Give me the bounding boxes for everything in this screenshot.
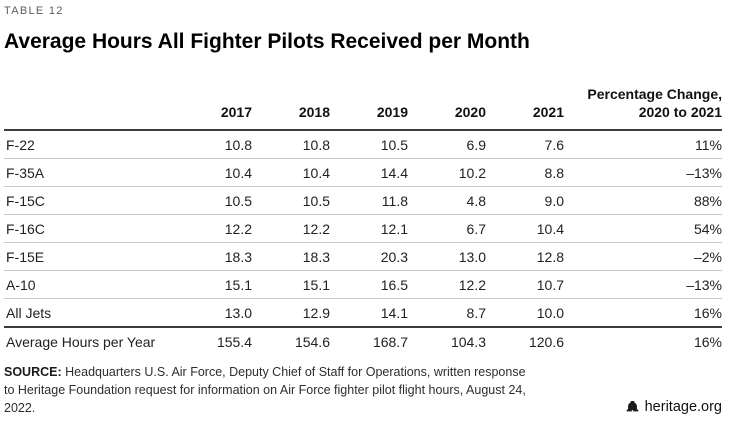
table-body: F-22 10.8 10.8 10.5 6.9 7.6 11% F-35A 10.4 10.4 14… [4,130,722,355]
cell-value: 10.4 [224,164,252,181]
cell-pct-change: –2% [693,248,722,265]
cell-value: 155.4 [216,333,252,350]
cell-value: 13.0 [458,248,486,265]
liberty-bell-icon [625,400,640,415]
table-row: F-15E 18.3 18.3 20.3 13.0 12.8 –2% [4,242,722,271]
column-header-2019: 2019 [376,104,408,121]
table-row: F-16C 12.2 12.2 12.1 6.7 10.4 54% [4,214,722,243]
cell-value: 10.8 [224,136,252,153]
page-title: Average Hours All Fighter Pilots Receive… [4,30,530,53]
table-row: All Jets 13.0 12.9 14.1 8.7 10.0 16% [4,298,722,327]
cell-value: 10.2 [458,164,486,181]
table-row: F-22 10.8 10.8 10.5 6.9 7.6 11% [4,130,722,159]
table-row-total: Average Hours per Year 155.4 154.6 168.7 104… [4,327,722,355]
source-note: SOURCE: Headquarters U.S. Air Force, Dep… [4,363,532,417]
cell-value: 16.5 [380,276,408,293]
cell-value: 10.0 [536,304,564,321]
cell-pct-change: –13% [686,164,722,181]
row-label: F-15C [6,192,45,209]
cell-value: 120.6 [528,333,564,350]
cell-value: 4.8 [466,192,486,209]
cell-value: 12.2 [224,220,252,237]
cell-value: 168.7 [372,333,408,350]
cell-value: 12.2 [458,276,486,293]
cell-value: 12.8 [536,248,564,265]
row-label: F-22 [6,136,35,153]
cell-value: 10.4 [536,220,564,237]
cell-value: 6.7 [466,220,486,237]
row-label: F-16C [6,220,45,237]
cell-value: 8.8 [544,164,564,181]
cell-value: 7.6 [544,136,564,153]
cell-value: 14.1 [380,304,408,321]
cell-value: 11.8 [381,192,408,209]
cell-value: 10.8 [302,136,330,153]
cell-value: 104.3 [450,333,486,350]
cell-pct-change: 88% [693,192,722,209]
table-row: A-10 15.1 15.1 16.5 12.2 10.7 –13% [4,270,722,299]
header-row: 2017 2018 2019 2020 2021 Percentage Chan… [4,85,722,130]
source-text: Headquarters U.S. Air Force, Deputy Chie… [4,364,526,415]
cell-value: 10.4 [302,164,330,181]
cell-value: 14.4 [380,164,408,181]
row-label: F-35A [6,164,45,181]
cell-value: 15.1 [224,276,252,293]
cell-value: 15.1 [302,276,330,293]
cell-pct-change: –13% [686,276,722,293]
row-label: Average Hours per Year [6,333,156,350]
data-table: 2017 2018 2019 2020 2021 Percentage Chan… [4,85,722,354]
cell-value: 8.7 [466,304,486,321]
source-label: SOURCE: [4,364,62,379]
cell-value: 6.9 [466,136,486,153]
cell-value: 10.5 [224,192,252,209]
cell-value: 10.5 [380,136,408,153]
brand-text: heritage.org [644,399,722,415]
cell-value: 10.7 [536,276,564,293]
heritage-brand: heritage.org [625,399,722,415]
row-label: All Jets [6,304,52,321]
row-header-spacer [4,85,174,129]
cell-pct-change: 16% [693,304,722,321]
column-header-pct-change: Percentage Change, 2020 to 2021 [564,85,722,129]
cell-value: 13.0 [224,304,252,321]
cell-value: 10.5 [302,192,330,209]
cell-value: 9.0 [544,192,564,209]
cell-value: 18.3 [302,248,330,265]
column-header-2018: 2018 [298,104,330,121]
table-row: F-35A 10.4 10.4 14.4 10.2 8.8 –13% [4,158,722,187]
row-label: F-15E [6,248,45,265]
table-row: F-15C 10.5 10.5 11.8 4.8 9.0 88% [4,186,722,215]
pct-header-line1: Percentage Change, [587,86,722,103]
cell-pct-change: 16% [693,333,722,350]
cell-value: 18.3 [224,248,252,265]
figure-footer: SOURCE: Headquarters U.S. Air Force, Dep… [4,363,722,417]
pct-header-line2: 2020 to 2021 [638,104,722,121]
cell-value: 12.9 [302,304,330,321]
cell-value: 12.1 [380,220,408,237]
cell-value: 154.6 [294,333,330,350]
column-header-2021: 2021 [532,104,564,121]
table-number-label: TABLE 12 [4,5,64,17]
cell-value: 20.3 [380,248,408,265]
cell-pct-change: 54% [693,220,722,237]
cell-value: 12.2 [302,220,330,237]
row-label: A-10 [6,276,36,293]
column-header-2017: 2017 [220,104,252,121]
cell-pct-change: 11% [695,136,722,153]
column-header-2020: 2020 [454,104,486,121]
